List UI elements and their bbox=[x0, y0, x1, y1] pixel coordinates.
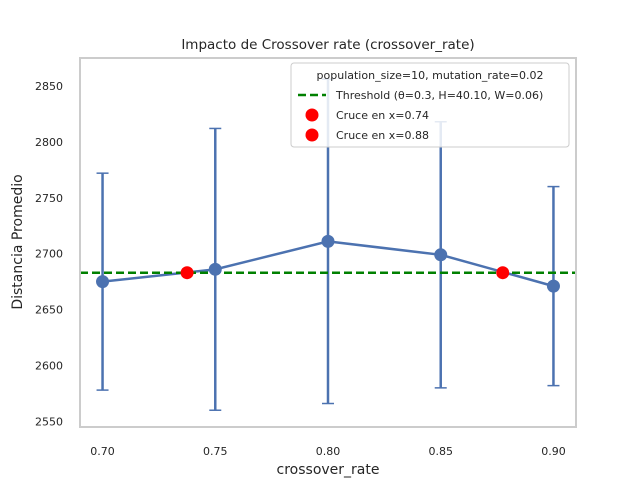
crossing-marker bbox=[180, 266, 194, 280]
chart-title: Impacto de Crossover rate (crossover_rat… bbox=[181, 37, 474, 53]
y-tick-label: 2550 bbox=[35, 415, 63, 428]
legend-crossing-1-label: Cruce en x=0.74 bbox=[336, 109, 429, 122]
y-tick-label: 2850 bbox=[35, 80, 63, 93]
x-axis-label: crossover_rate bbox=[277, 462, 380, 478]
legend-title: population_size=10, mutation_rate=0.02 bbox=[317, 69, 544, 82]
crossing-marker bbox=[496, 266, 510, 280]
y-tick-label: 2650 bbox=[35, 304, 63, 317]
x-tick-label: 0.80 bbox=[316, 445, 341, 458]
x-tick-label: 0.70 bbox=[90, 445, 115, 458]
y-tick-label: 2800 bbox=[35, 136, 63, 149]
y-tick-label: 2600 bbox=[35, 360, 63, 373]
y-axis-label: Distancia Promedio bbox=[10, 174, 26, 309]
x-tick-label: 0.90 bbox=[541, 445, 566, 458]
data-point bbox=[96, 275, 110, 289]
x-tick-label: 0.85 bbox=[428, 445, 453, 458]
y-tick-label: 2700 bbox=[35, 248, 63, 261]
x-tick-label: 0.75 bbox=[203, 445, 228, 458]
legend: population_size=10, mutation_rate=0.02 T… bbox=[290, 62, 570, 148]
data-point bbox=[321, 234, 335, 248]
legend-crossing-2-swatch bbox=[305, 128, 319, 142]
y-tick-label: 2750 bbox=[35, 192, 63, 205]
plot-frame bbox=[79, 57, 577, 428]
legend-threshold-label: Threshold (θ=0.3, H=40.10, W=0.06) bbox=[335, 89, 543, 102]
data-point bbox=[434, 248, 448, 262]
data-point bbox=[208, 262, 222, 276]
legend-crossing-1-swatch bbox=[305, 108, 319, 122]
legend-box bbox=[290, 62, 570, 148]
data-point bbox=[546, 279, 560, 293]
legend-crossing-2-label: Cruce en x=0.88 bbox=[336, 129, 429, 142]
